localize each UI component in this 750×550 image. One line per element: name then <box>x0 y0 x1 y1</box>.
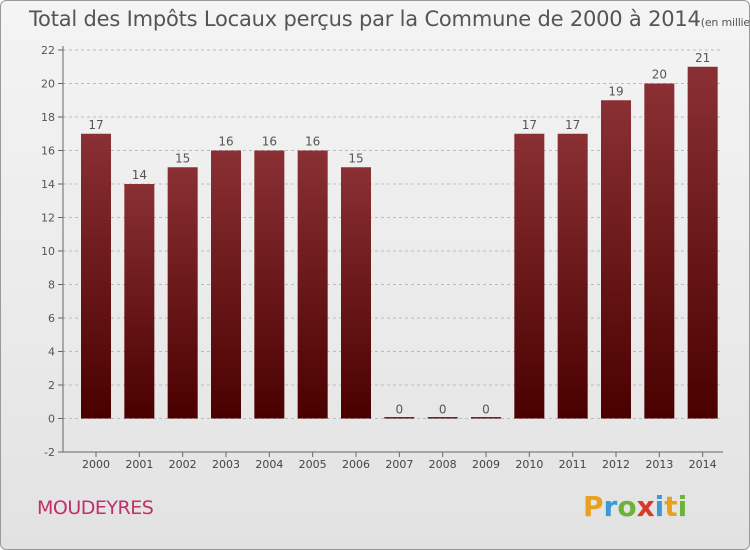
y-tick-label: 10 <box>41 245 55 258</box>
y-tick-label: 14 <box>41 178 55 191</box>
y-tick-label: 20 <box>41 78 55 91</box>
logo-letter: t <box>664 490 678 523</box>
value-label-2005: 16 <box>305 135 320 149</box>
x-tick-label-2008: 2008 <box>429 458 457 471</box>
value-label-2004: 16 <box>262 135 277 149</box>
bar-2001 <box>124 184 155 419</box>
bar-2002 <box>167 167 198 419</box>
value-label-2011: 17 <box>565 118 580 132</box>
commune-name: MOUDEYRES <box>37 497 154 519</box>
y-tick-label: 22 <box>41 44 55 57</box>
chart-title: Total des Impôts Locaux perçus par la Co… <box>29 7 750 31</box>
x-tick-label-2007: 2007 <box>385 458 413 471</box>
value-label-2008: 0 <box>439 403 447 417</box>
y-tick-label: 12 <box>41 212 55 225</box>
logo-letter: o <box>617 490 637 523</box>
y-tick-label: 18 <box>41 111 55 124</box>
bar-2000 <box>81 133 111 419</box>
x-tick-label-2012: 2012 <box>602 458 630 471</box>
bar-2004 <box>254 150 285 419</box>
x-tick-label-2005: 2005 <box>299 458 327 471</box>
bar-2008 <box>427 417 458 419</box>
x-tick-label-2000: 2000 <box>82 458 110 471</box>
y-tick-label: -2 <box>44 446 55 459</box>
y-tick-label: 8 <box>48 279 55 292</box>
value-label-2000: 17 <box>88 118 103 132</box>
y-tick-label: 4 <box>48 346 55 359</box>
x-tick-label-2011: 2011 <box>559 458 587 471</box>
bar-2009 <box>471 417 501 419</box>
bar-2003 <box>211 150 241 419</box>
value-label-2002: 15 <box>175 151 190 165</box>
x-tick-label-2002: 2002 <box>169 458 197 471</box>
x-tick-label-2009: 2009 <box>472 458 500 471</box>
x-tick-label-2014: 2014 <box>689 458 717 471</box>
x-tick-label-2013: 2013 <box>645 458 673 471</box>
proxiti-logo: Proxiti <box>583 490 687 523</box>
value-label-2013: 20 <box>652 68 667 82</box>
bars <box>81 66 718 419</box>
x-tick-label-2010: 2010 <box>515 458 543 471</box>
bar-2013 <box>644 83 675 419</box>
y-tick-label: 2 <box>48 379 55 392</box>
logo-letter: r <box>603 490 618 523</box>
bar-2012 <box>601 100 631 419</box>
value-label-2010: 17 <box>522 118 537 132</box>
y-tick-label: 6 <box>48 312 55 325</box>
x-tick-label-2003: 2003 <box>212 458 240 471</box>
bar-2011 <box>557 133 588 419</box>
bar-2007 <box>384 417 415 419</box>
value-label-2003: 16 <box>218 135 233 149</box>
value-label-2012: 19 <box>608 84 623 98</box>
logo-letter: i <box>677 490 688 523</box>
x-tick-label-2001: 2001 <box>125 458 153 471</box>
y-tick-label: 0 <box>48 413 55 426</box>
value-labels: 17 14 15 16 16 16 15 0 0 0 17 17 19 20 21 <box>88 51 710 417</box>
value-label-2007: 0 <box>396 403 404 417</box>
value-label-2009: 0 <box>482 403 490 417</box>
value-label-2001: 14 <box>132 168 147 182</box>
bar-2006 <box>341 167 371 419</box>
logo-letter: x <box>636 490 655 523</box>
bar-2010 <box>514 133 545 419</box>
logo-letter: i <box>654 490 665 523</box>
value-label-2006: 15 <box>348 151 363 165</box>
bar-2005 <box>297 150 328 419</box>
chart-title-main: Total des Impôts Locaux perçus par la Co… <box>29 7 701 31</box>
value-label-2014: 21 <box>695 51 710 65</box>
bar-2014 <box>687 66 718 419</box>
logo-letter: P <box>583 490 604 523</box>
x-tick-label-2006: 2006 <box>342 458 370 471</box>
y-tick-label: 16 <box>41 145 55 158</box>
chart-title-unit: (en milliers d'€) <box>700 16 750 29</box>
x-tick-label-2004: 2004 <box>255 458 283 471</box>
